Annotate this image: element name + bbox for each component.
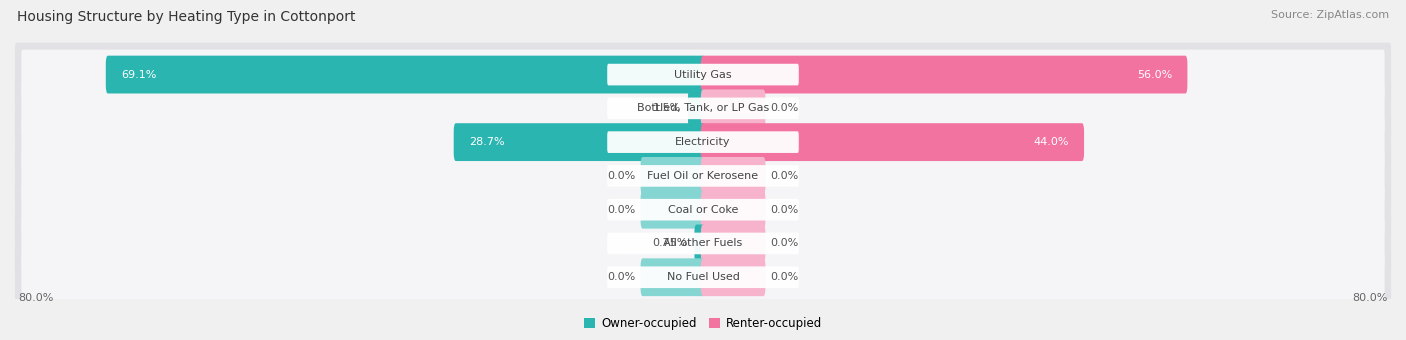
FancyBboxPatch shape: [700, 56, 1188, 94]
FancyBboxPatch shape: [21, 117, 1385, 167]
FancyBboxPatch shape: [607, 199, 799, 221]
Text: Utility Gas: Utility Gas: [675, 70, 731, 80]
FancyBboxPatch shape: [700, 123, 1084, 161]
Text: Housing Structure by Heating Type in Cottonport: Housing Structure by Heating Type in Cot…: [17, 10, 356, 24]
FancyBboxPatch shape: [21, 252, 1385, 302]
FancyBboxPatch shape: [15, 144, 1391, 208]
FancyBboxPatch shape: [641, 258, 706, 296]
Text: Electricity: Electricity: [675, 137, 731, 147]
Text: 0.75%: 0.75%: [652, 238, 688, 249]
FancyBboxPatch shape: [21, 83, 1385, 133]
Text: 0.0%: 0.0%: [770, 272, 799, 282]
FancyBboxPatch shape: [700, 258, 765, 296]
FancyBboxPatch shape: [21, 50, 1385, 100]
FancyBboxPatch shape: [688, 89, 706, 127]
Text: 0.0%: 0.0%: [770, 171, 799, 181]
FancyBboxPatch shape: [607, 233, 799, 254]
Text: 44.0%: 44.0%: [1033, 137, 1069, 147]
FancyBboxPatch shape: [15, 211, 1391, 275]
FancyBboxPatch shape: [700, 157, 765, 195]
FancyBboxPatch shape: [641, 191, 706, 228]
FancyBboxPatch shape: [641, 157, 706, 195]
FancyBboxPatch shape: [15, 76, 1391, 140]
Text: 0.0%: 0.0%: [770, 238, 799, 249]
Text: Source: ZipAtlas.com: Source: ZipAtlas.com: [1271, 10, 1389, 20]
FancyBboxPatch shape: [15, 110, 1391, 174]
Text: 1.5%: 1.5%: [654, 103, 682, 113]
Text: 28.7%: 28.7%: [468, 137, 505, 147]
FancyBboxPatch shape: [21, 151, 1385, 201]
FancyBboxPatch shape: [607, 64, 799, 85]
FancyBboxPatch shape: [695, 224, 706, 262]
Text: 80.0%: 80.0%: [18, 293, 53, 303]
Text: 0.0%: 0.0%: [607, 171, 636, 181]
Text: No Fuel Used: No Fuel Used: [666, 272, 740, 282]
FancyBboxPatch shape: [15, 178, 1391, 242]
Text: 0.0%: 0.0%: [607, 272, 636, 282]
Text: 0.0%: 0.0%: [607, 205, 636, 215]
FancyBboxPatch shape: [21, 185, 1385, 235]
Text: Fuel Oil or Kerosene: Fuel Oil or Kerosene: [647, 171, 759, 181]
Text: 0.0%: 0.0%: [770, 103, 799, 113]
Text: Coal or Coke: Coal or Coke: [668, 205, 738, 215]
FancyBboxPatch shape: [607, 267, 799, 288]
FancyBboxPatch shape: [607, 98, 799, 119]
Text: 80.0%: 80.0%: [1353, 293, 1388, 303]
Text: 0.0%: 0.0%: [770, 205, 799, 215]
FancyBboxPatch shape: [700, 89, 765, 127]
Legend: Owner-occupied, Renter-occupied: Owner-occupied, Renter-occupied: [579, 312, 827, 335]
FancyBboxPatch shape: [15, 43, 1391, 106]
FancyBboxPatch shape: [607, 131, 799, 153]
FancyBboxPatch shape: [607, 165, 799, 187]
Text: All other Fuels: All other Fuels: [664, 238, 742, 249]
FancyBboxPatch shape: [700, 191, 765, 228]
FancyBboxPatch shape: [105, 56, 706, 94]
Text: 56.0%: 56.0%: [1137, 70, 1173, 80]
Text: Bottled, Tank, or LP Gas: Bottled, Tank, or LP Gas: [637, 103, 769, 113]
FancyBboxPatch shape: [454, 123, 706, 161]
Text: 69.1%: 69.1%: [121, 70, 156, 80]
FancyBboxPatch shape: [15, 245, 1391, 309]
FancyBboxPatch shape: [21, 219, 1385, 268]
FancyBboxPatch shape: [700, 224, 765, 262]
